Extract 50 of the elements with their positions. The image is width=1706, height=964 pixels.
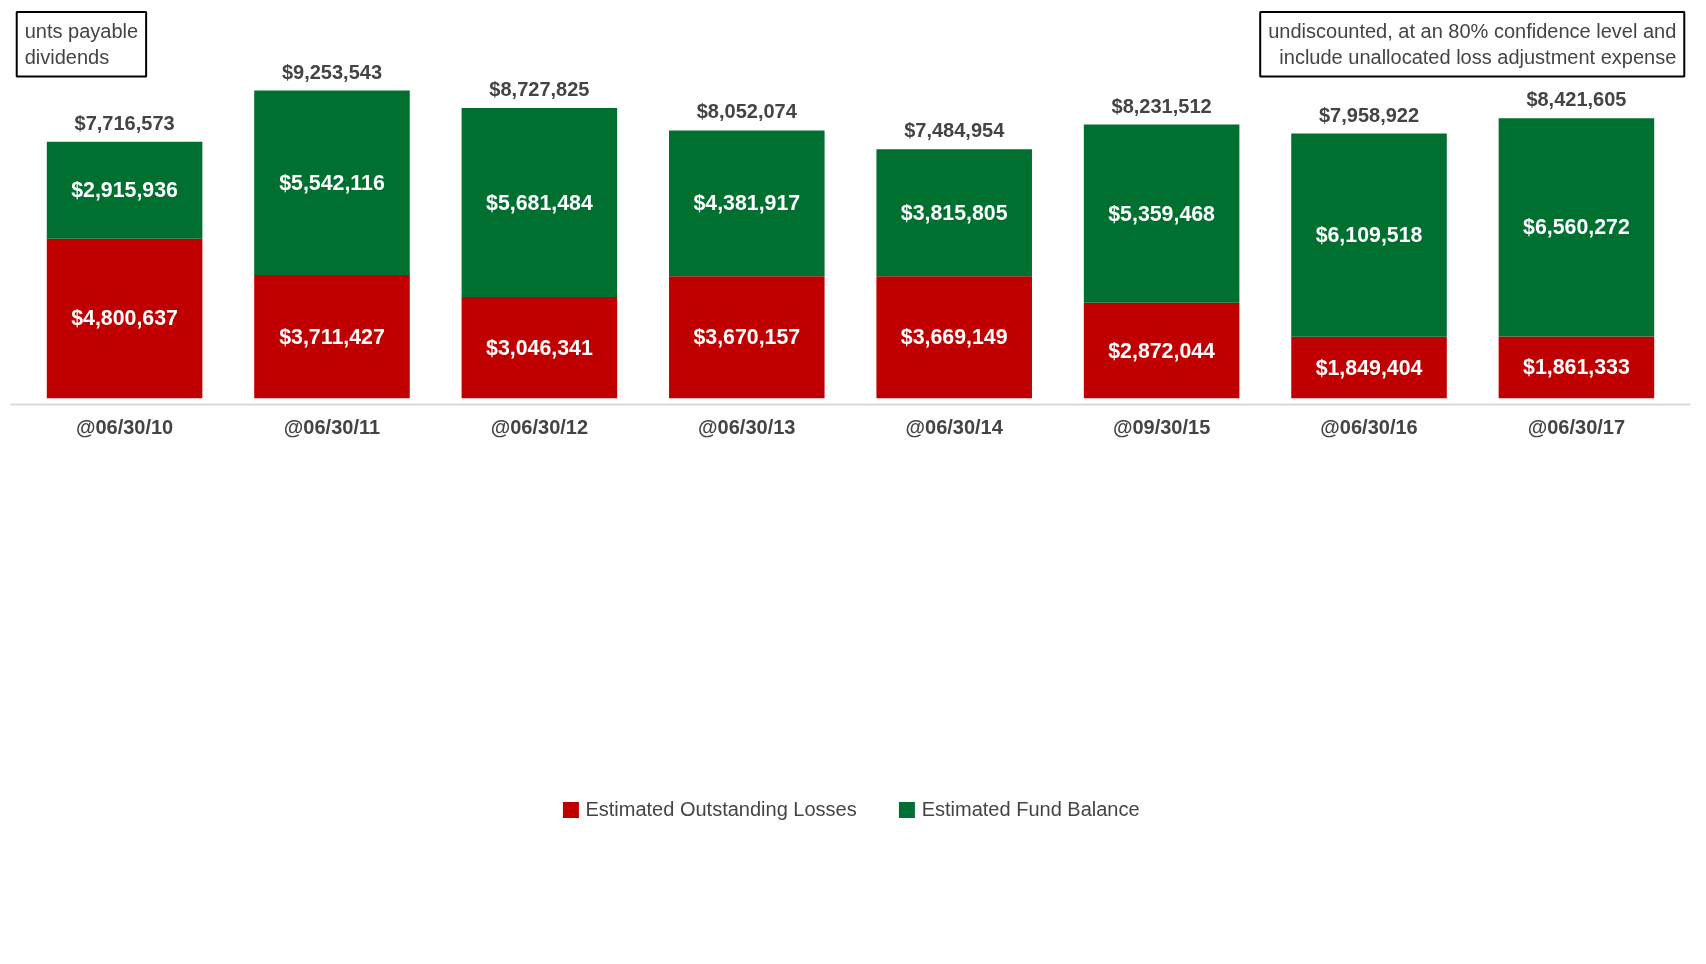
data-label: $3,815,805 — [900, 200, 1008, 225]
data-label: $1,849,404 — [1315, 355, 1423, 380]
data-label: $4,800,637 — [71, 306, 178, 331]
total-label: $8,727,825 — [489, 78, 590, 101]
x-tick-label: @06/30/12 — [490, 415, 589, 438]
legend-label: Estimated Outstanding Losses — [585, 797, 857, 821]
bar — [1291, 133, 1447, 337]
text: unts payable dividends — [24, 20, 139, 69]
total-label: $8,052,074 — [696, 100, 798, 123]
bar — [254, 90, 410, 275]
total-label: $8,421,605 — [1526, 88, 1627, 111]
x-tick-label: @06/30/13 — [698, 415, 796, 438]
total-label: $7,484,954 — [904, 119, 1006, 142]
data-label: $5,359,468 — [1108, 201, 1216, 226]
data-label: $6,560,272 — [1523, 215, 1630, 240]
bar — [46, 238, 203, 399]
bar — [254, 274, 410, 399]
legend-label: Estimated Fund Balance — [921, 797, 1140, 821]
bar — [876, 276, 1032, 399]
data-label: $3,711,427 — [279, 324, 385, 349]
x-tick-label: @06/30/14 — [905, 415, 1004, 438]
bar — [876, 149, 1032, 277]
total-label: $8,231,512 — [1111, 94, 1212, 117]
bar — [669, 130, 825, 277]
bar — [461, 108, 618, 298]
bar — [1083, 124, 1240, 303]
bar — [1083, 302, 1240, 399]
total-label: $9,253,543 — [281, 60, 383, 83]
x-tick-label: @09/30/15 — [1112, 415, 1211, 438]
data-label: $5,542,116 — [279, 170, 385, 195]
text: undiscounted, at an 80% confidence level and include unallocated loss adjustment expense — [1268, 20, 1677, 69]
data-label: $6,109,518 — [1315, 223, 1423, 248]
data-label: $5,681,484 — [486, 190, 593, 215]
data-label: $2,915,936 — [71, 178, 179, 203]
data-label: $2,872,044 — [1108, 338, 1216, 363]
x-tick-label: @06/30/10 — [75, 415, 174, 438]
data-label: $1,861,333 — [1523, 355, 1630, 380]
bar — [669, 276, 825, 399]
data-label: $3,669,149 — [900, 325, 1008, 350]
bar — [1498, 118, 1655, 337]
data-label: $3,046,341 — [486, 335, 593, 360]
bar — [461, 297, 618, 399]
x-tick-label: @06/30/17 — [1527, 415, 1626, 438]
x-tick-label: @06/30/16 — [1320, 415, 1418, 438]
total-label: $7,716,573 — [74, 111, 175, 134]
x-tick-label: @06/30/11 — [283, 415, 381, 438]
total-label: $7,958,922 — [1318, 103, 1420, 126]
data-label: $3,670,157 — [693, 325, 801, 350]
data-label: $4,381,917 — [693, 191, 801, 216]
bar — [46, 141, 203, 239]
